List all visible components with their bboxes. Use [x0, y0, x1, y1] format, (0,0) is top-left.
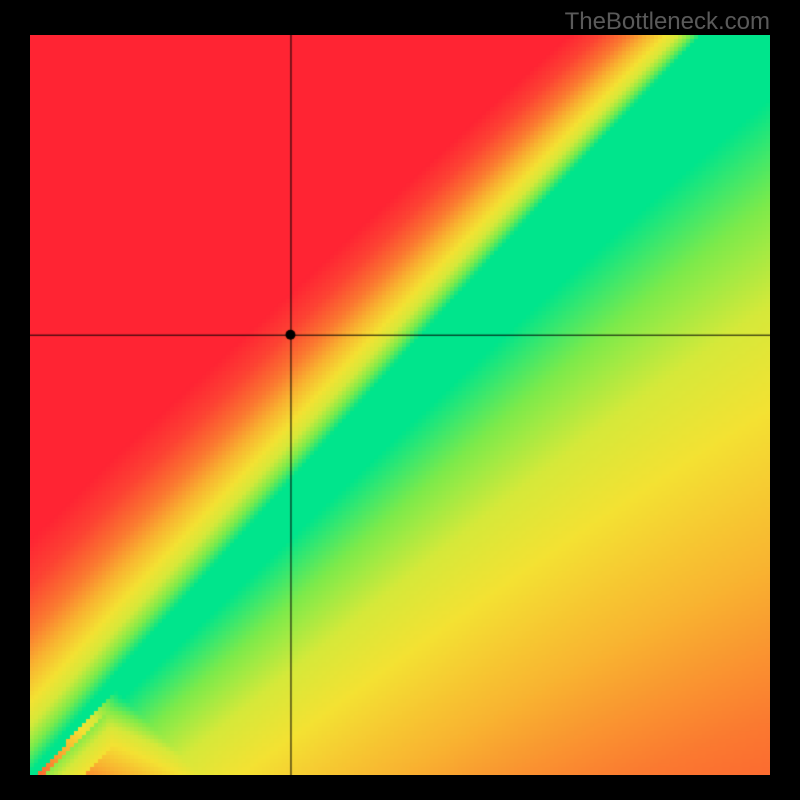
plot-area [30, 35, 770, 775]
watermark-text: TheBottleneck.com [565, 8, 770, 36]
heatmap-canvas [30, 35, 770, 775]
chart-container: TheBottleneck.com [0, 0, 800, 800]
